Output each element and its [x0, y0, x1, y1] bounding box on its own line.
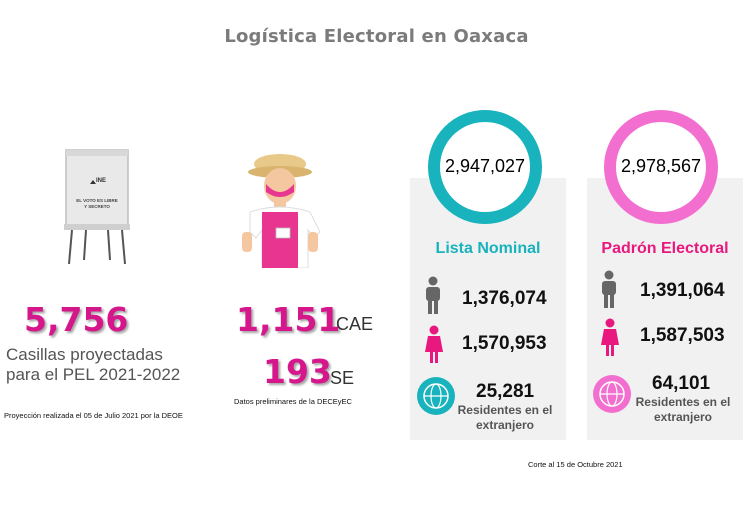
lista-nominal-men: 1,376,074 [462, 288, 547, 309]
voting-booth-icon [64, 148, 130, 265]
se-value: 193 [263, 352, 332, 391]
padron-electoral-title: Padrón Electoral [601, 240, 729, 257]
booth-label-ine: INE [96, 178, 107, 184]
globe-icon [416, 376, 456, 421]
lista-nominal-total: 2,947,027 [444, 156, 526, 176]
padron-electoral-abroad-label: Residentes en el extranjero [635, 395, 731, 424]
booth-label-line1: EL VOTO ES LIBRE [76, 198, 118, 203]
se-unit: SE [330, 368, 355, 388]
padron-electoral-abroad-value: 64,101 [652, 373, 711, 394]
person-mask-icon [234, 150, 326, 269]
lista-nominal-title: Lista Nominal [435, 240, 541, 257]
lista-nominal-abroad-label: Residentes en el extranjero [457, 403, 553, 432]
man-icon [600, 270, 618, 313]
lista-nominal-women: 1,570,953 [462, 333, 547, 354]
cae-unit: CAE [336, 314, 374, 334]
globe-icon [592, 374, 632, 419]
woman-icon [600, 318, 620, 361]
padron-electoral-men: 1,391,064 [640, 280, 725, 301]
casillas-value: 5,756 [24, 300, 129, 339]
page-title: Logística Electoral en Oaxaca [224, 26, 529, 47]
middle-note: Datos preliminares de la DECEyEC [234, 397, 352, 406]
cae-value: 1,151 [236, 300, 341, 339]
casillas-note: Proyección realizada el 05 de Julio 2021… [4, 411, 183, 420]
padron-electoral-women: 1,587,503 [640, 325, 725, 346]
booth-label-line2: Y SECRETO [84, 204, 110, 209]
man-icon [424, 276, 442, 319]
woman-icon [424, 325, 444, 368]
footer-note: Corte al 15 de Octubre 2021 [528, 460, 623, 469]
padron-electoral-total: 2,978,567 [620, 156, 702, 176]
casillas-label: Casillas proyectadas para el PEL 2021-20… [6, 345, 181, 384]
lista-nominal-abroad-value: 25,281 [476, 381, 535, 402]
